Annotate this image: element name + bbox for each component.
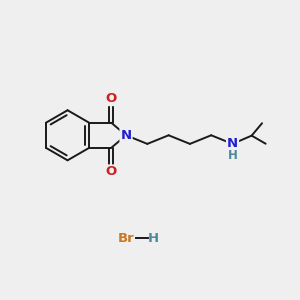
Text: H: H (148, 232, 159, 245)
Text: O: O (106, 92, 117, 105)
Text: Br: Br (118, 232, 135, 245)
Text: H: H (228, 148, 238, 162)
Text: N: N (121, 129, 132, 142)
Text: O: O (106, 165, 117, 178)
Text: N: N (227, 137, 238, 150)
